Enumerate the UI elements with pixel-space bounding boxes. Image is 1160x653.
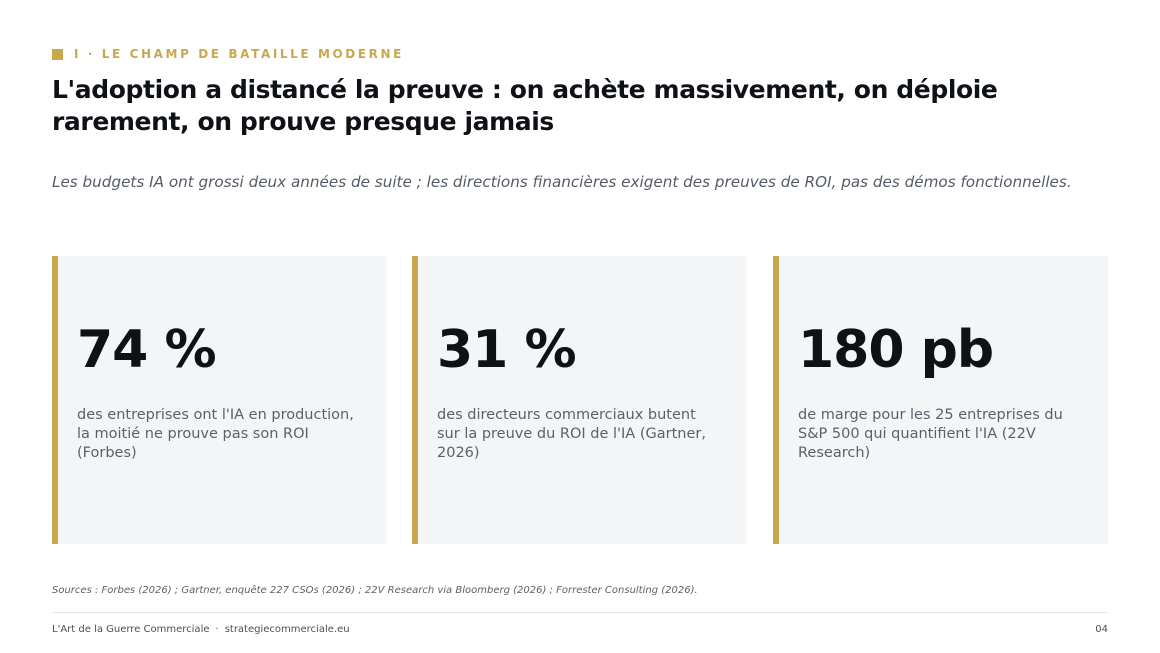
slide-title: L'adoption a distancé la preuve : on ach… bbox=[52, 75, 998, 136]
footer-divider bbox=[52, 612, 1108, 613]
stat-value: 180 pb bbox=[798, 320, 994, 380]
stat-card-roi-proof: 31 % des directeurs commerciaux butent s… bbox=[412, 256, 747, 544]
eyebrow-square-icon bbox=[52, 48, 63, 60]
stat-value: 31 % bbox=[437, 320, 577, 380]
stat-cards: 74 % des entreprises ont l'IA en product… bbox=[52, 256, 1108, 544]
footer-site-link[interactable]: strategiecommerciale.eu bbox=[224, 624, 350, 635]
footer-brand: L'Art de la Guerre Commerciale bbox=[52, 624, 210, 635]
stat-card-margin: 180 pb de marge pour les 25 entreprises … bbox=[773, 256, 1108, 544]
slide: I · LE CHAMP DE BATAILLE MODERNE L'adopt… bbox=[52, 0, 1108, 653]
card-accent-bar bbox=[773, 256, 779, 544]
card-accent-bar bbox=[412, 256, 418, 544]
page-number: 04 bbox=[1095, 624, 1108, 635]
slide-subtitle: Les budgets IA ont grossi deux années de… bbox=[52, 173, 1072, 191]
footer-separator: · bbox=[215, 624, 219, 635]
eyebrow-text: I · LE CHAMP DE BATAILLE MODERNE bbox=[74, 47, 404, 61]
stat-value: 74 % bbox=[77, 320, 217, 380]
card-accent-bar bbox=[52, 256, 58, 544]
stat-description: des directeurs commerciaux butent sur la… bbox=[437, 407, 706, 461]
stat-description: des entreprises ont l'IA en production, … bbox=[77, 407, 354, 461]
sources-note: Sources : Forbes (2026) ; Gartner, enquê… bbox=[52, 585, 698, 596]
footer-brand-line: L'Art de la Guerre Commerciale · strategie… bbox=[52, 623, 350, 637]
section-eyebrow: I · LE CHAMP DE BATAILLE MODERNE bbox=[52, 46, 404, 62]
stat-card-adoption: 74 % des entreprises ont l'IA en product… bbox=[52, 256, 387, 544]
stat-description: de marge pour les 25 entreprises du S&P … bbox=[798, 407, 1063, 461]
